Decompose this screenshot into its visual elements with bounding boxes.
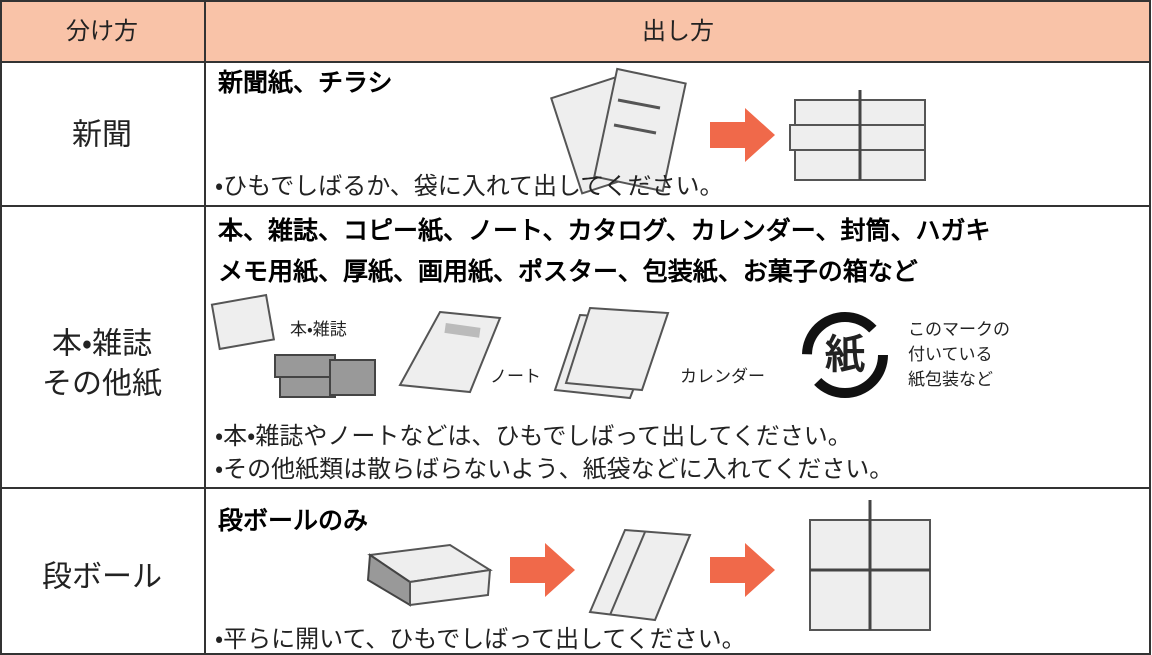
header-cell: 分け方 [66, 17, 138, 45]
heading: 新聞紙、チラシ [217, 68, 393, 97]
arrow [510, 543, 575, 597]
tied-boxes-illustration [809, 500, 931, 631]
note: ・ひもでしばるか、袋に入れて出してください。 [215, 172, 724, 200]
category: 新聞 [72, 118, 132, 153]
category: 段ボール [42, 560, 162, 595]
header-cell: 出し方 [642, 17, 714, 45]
newspaper-illustration [550, 67, 687, 195]
arrow [710, 108, 775, 162]
arrow [710, 543, 775, 597]
note: ・本・雑誌やノートなどは、ひもでしばって出してください。 [215, 422, 852, 450]
image-label: カレンダー [680, 367, 765, 387]
category: その他紙 [42, 367, 162, 402]
category: 本・雑誌 [52, 327, 152, 362]
image-label: ノート [490, 367, 541, 387]
note: ・平らに開いて、ひもでしばって出してください。 [215, 625, 746, 653]
image-label: 本・雑誌 [290, 320, 347, 340]
heading: 段ボールのみ [218, 506, 368, 535]
paper-recycle-mark: 紙 [802, 312, 888, 398]
mark-caption: 紙包装など [908, 370, 993, 390]
calendar-illustration [553, 306, 670, 400]
heading: メモ用紙、厚紙、画用紙、ポスター、包装紙、お菓子の箱など [218, 257, 918, 286]
notebook-illustration [398, 310, 502, 394]
mark-symbol: 紙 [825, 332, 865, 378]
heading: 本、雑誌、コピー紙、ノート、カタログ、カレンダー、封筒、ハガキ [217, 216, 991, 245]
bundle-illustration [789, 90, 926, 181]
flat-box-illustration [588, 528, 692, 622]
books-illustration [210, 293, 376, 398]
box-illustration [366, 543, 493, 607]
mark-caption: このマークの [908, 320, 1010, 340]
note: ・その他紙類は散らばらないよう、紙袋などに入れてください。 [215, 455, 893, 483]
header-bg [1, 0, 1151, 62]
mark-caption: 付いている [908, 345, 993, 365]
